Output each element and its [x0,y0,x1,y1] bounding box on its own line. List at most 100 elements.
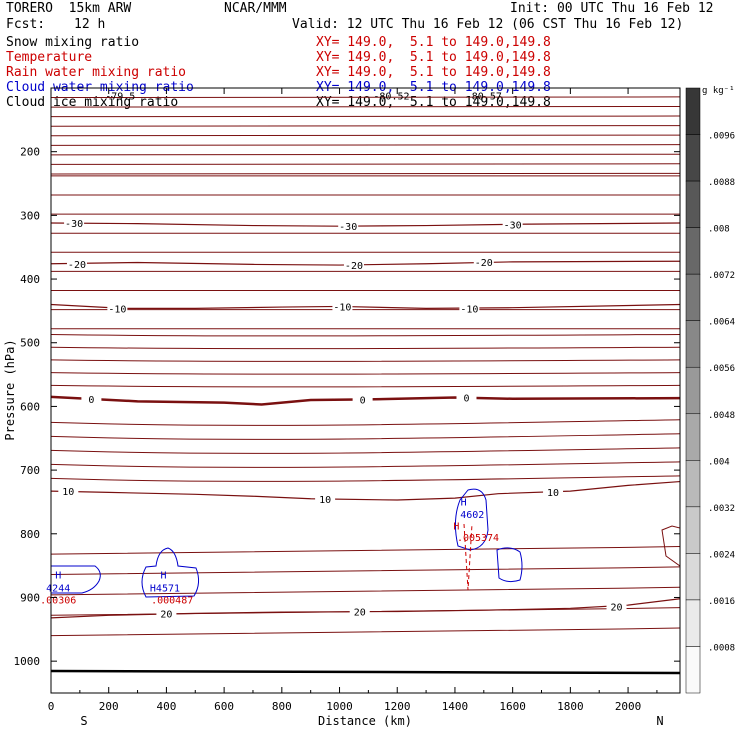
colorbar-label: .004 [708,457,730,467]
upper-isotherm [50,144,681,146]
lower-isotherm [50,586,681,596]
contour-label: -20 [345,261,363,272]
colorbar-segment [685,553,701,601]
colorbar-segment [685,599,701,647]
field-annotation: 4244 [46,583,70,594]
contour-label-bg [315,492,336,504]
cloud-water-contour-north-a [454,488,489,551]
mid-isotherm [50,359,681,362]
contour-label-bg [64,217,85,229]
chart-axes: 0 200 400 600 800 1000 1200 1400 1600 1800 2000200… [14,88,680,713]
valid-label: Valid: 12 UTC Thu 16 Feb 12 (06 CST Thu … [292,17,684,32]
colorbar-segment [685,460,701,508]
y-tick-label: 800 [20,528,40,541]
field-xy-cloud-ice: XY= 149.0, 5.1 to 149.0,149.8 [316,95,551,110]
field-name-rain: Rain water mixing ratio [6,65,187,80]
contour-label-bg [156,607,177,619]
field-annotation: H [161,571,167,582]
field-annotation: -80.57 [466,92,502,103]
x-right-end-label: N [656,714,663,728]
model-label: TORERO 15km ARW [6,1,132,16]
lower-isotherm [50,546,681,555]
contour-label: 10 [319,495,331,506]
temperature-contour [50,395,681,406]
colorbar-label: .0064 [708,318,735,328]
field-annotation: H [461,497,467,508]
contour-label: -10 [460,304,478,315]
colorbar-segment [685,227,701,275]
fcst-label: Fcst: [6,17,46,32]
contour-label: -10 [333,302,351,313]
x-axis-label: Distance (km) [318,714,412,728]
x-tick-label: 400 [156,700,176,713]
contour-label-bg [338,220,359,232]
upper-isotherm [50,105,681,108]
contour-label: -30 [504,220,522,231]
mid-isotherm [50,251,681,254]
x-tick-label: 1800 [557,700,584,713]
contour-label: 20 [160,609,172,620]
y-tick-label: 300 [20,209,40,222]
plot-frame [50,87,681,694]
x-tick-label: 1000 [326,700,353,713]
temperature-contours: -30 -30 -30 -20 -20 -20 -10 -10 -10 0 0 0 10 10 10 20 20… [50,96,681,637]
upper-isotherm [50,115,681,118]
mid-isotherm [50,372,681,375]
mid-isotherm [50,384,681,388]
contour-label-bg [543,485,564,497]
x-left-end-label: S [80,714,87,728]
mid-isotherm [50,270,681,273]
y-tick-label: 200 [20,146,40,159]
contour-label-bg [606,600,627,612]
y-tick-label: 500 [20,337,40,350]
temperature-contour [50,480,681,501]
contour-label-bg [81,392,102,404]
contour-label: -10 [108,304,126,315]
contour-label: 0 [88,395,94,406]
upper-isotherm [50,163,681,165]
surface-line [50,669,681,675]
field-annotation: H [55,571,61,582]
field-annotation: H4571 [150,583,180,594]
y-axis-label: Pressure (hPa) [3,339,17,440]
cloud-features [50,488,681,675]
upper-isotherm [50,153,681,156]
x-tick-label: 1400 [442,700,469,713]
rain-water-contour-north [463,523,473,591]
contour-label: -30 [339,222,357,233]
lower-isotherm [50,447,681,454]
field-annotation: .000487 [151,595,193,606]
lower-isotherm [50,627,681,637]
colorbar-segment [685,87,701,135]
mid-isotherm [50,194,681,196]
y-tick-label: 600 [20,400,40,413]
contour-label: -30 [65,219,83,230]
contour-label-bg [332,300,353,312]
temperature-contour [50,303,681,309]
upper-isotherm [50,172,681,175]
contour-label-bg [352,393,373,405]
y-tick-label: 400 [20,273,40,286]
lower-isotherm [50,433,681,440]
field-annotation: H [453,522,459,533]
colorbar-label: .0008 [708,643,735,653]
field-annotation: -79.5 [105,92,135,103]
contour-label-bg [66,257,87,269]
lower-isotherm [50,475,681,482]
fcst-value: 12 h [74,17,106,32]
field-name-snow: Snow mixing ratio [6,35,140,50]
mid-isotherm [50,213,681,215]
x-tick-label: 1200 [384,700,411,713]
cloud-water-contour-south [51,565,101,594]
colorbar-segment [685,180,701,228]
contour-label: 0 [463,394,469,405]
y-tick-label: 900 [20,591,40,604]
x-tick-label: 600 [214,700,234,713]
contour-label: -20 [68,260,86,271]
x-tick-label: 0 [48,700,55,713]
upper-isotherm [50,134,681,137]
colorbar-label: .0056 [708,364,735,374]
colorbar-segment [685,646,701,694]
terrain-north [661,525,681,567]
cloud-water-contour-mid [141,547,200,598]
